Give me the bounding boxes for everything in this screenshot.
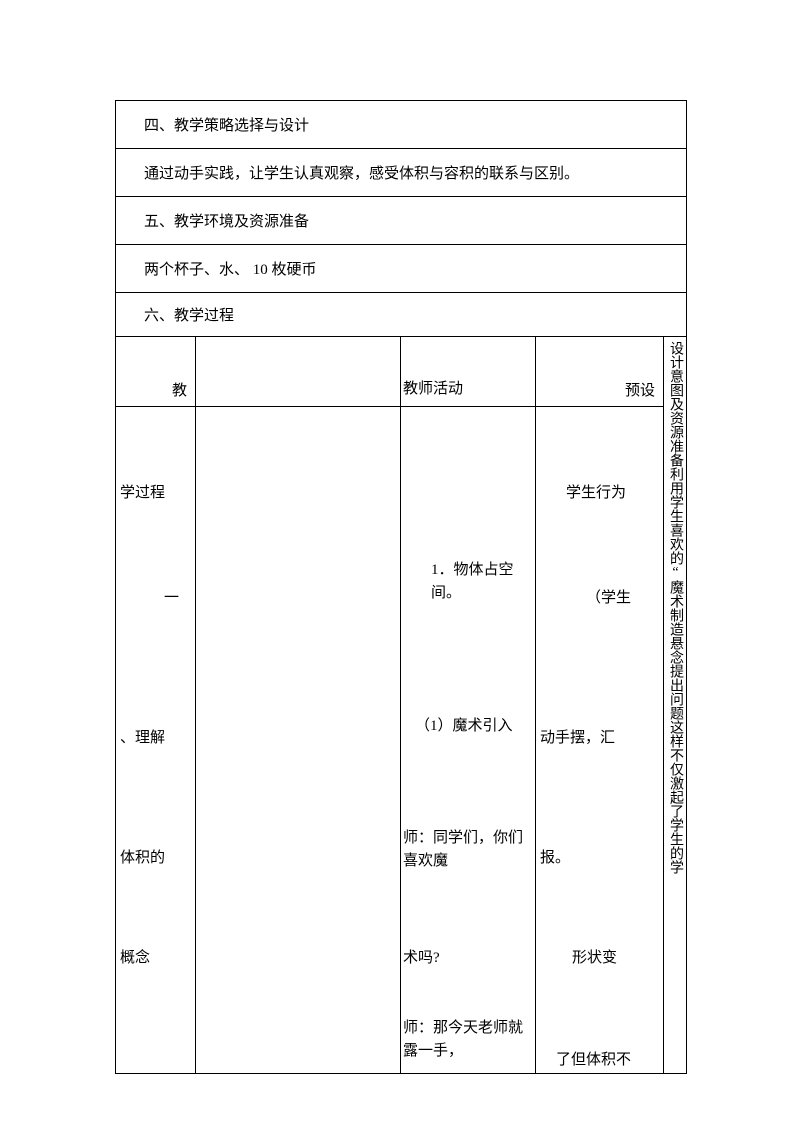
text: 四、教学策略选择与设计 — [144, 114, 309, 135]
text: 术吗? — [403, 950, 440, 966]
cell: 学过程 — [120, 482, 165, 505]
text: （1）魔术引入 — [415, 718, 513, 734]
section-strategy-title: 四、教学策略选择与设计 — [115, 100, 687, 148]
text: 报。 — [540, 850, 570, 866]
cell: 报。 — [540, 847, 570, 870]
text: 预设 — [625, 379, 655, 400]
cell: 1．物体占空间。 — [431, 559, 531, 604]
column-process: 教 学过程 一 、理解 体积的 概念 — [116, 337, 196, 1073]
text: 师：那今天老师就露一手， — [403, 1020, 523, 1059]
header-cell — [196, 337, 400, 407]
text: 、理解 — [120, 730, 165, 746]
cell: 体积的 — [120, 847, 165, 870]
header-cell: 教师活动 — [401, 337, 535, 407]
text: 动手摆，汇 — [540, 730, 615, 746]
cell: 师：那今天老师就露一手， — [403, 1017, 533, 1062]
cell: 概念 — [120, 947, 150, 970]
header-cell: 教 — [116, 337, 195, 407]
cell: 术吗? — [403, 947, 440, 970]
column-teacher: 教师活动 1．物体占空间。 （1）魔术引入 师：同学们，你们喜欢魔 术吗? 师：… — [401, 337, 536, 1073]
column-empty — [196, 337, 401, 1073]
section-env-content: 两个杯子、水、 10 枚硬币 — [115, 244, 687, 292]
cell: 学生行为 — [566, 482, 626, 505]
text: 形状变 — [572, 950, 617, 966]
text: 了但体积不 — [556, 1052, 631, 1068]
column-preset: 预设 学生行为 （学生 动手摆，汇 报。 形状变 了但体积不 — [536, 337, 664, 1073]
vertical-text: 设计意图及资源准备利用学生喜欢的“魔术制造悬念提出问题这样不仅激起了学生的学 — [664, 337, 686, 1073]
text: 学过程 — [120, 485, 165, 501]
section-env-title: 五、教学环境及资源准备 — [115, 196, 687, 244]
cell: （学生 — [586, 587, 631, 610]
text: 1．物体占空间。 — [431, 562, 514, 601]
text: 师：同学们，你们喜欢魔 — [403, 830, 523, 869]
text: 两个杯子、水、 10 枚硬币 — [144, 258, 317, 279]
text: 教 — [172, 379, 187, 400]
cell: 一 — [164, 587, 179, 610]
cell: 师：同学们，你们喜欢魔 — [403, 827, 533, 872]
text: 五、教学环境及资源准备 — [144, 210, 309, 231]
text: 体积的 — [120, 850, 165, 866]
cell: （1）魔术引入 — [415, 715, 535, 738]
cell: 、理解 — [120, 727, 165, 750]
column-design-intent: 设计意图及资源准备利用学生喜欢的“魔术制造悬念提出问题这样不仅激起了学生的学 — [664, 337, 686, 1073]
text: 通过动手实践，让学生认真观察，感受体积与容积的联系与区别。 — [144, 162, 579, 183]
section-strategy-content: 通过动手实践，让学生认真观察，感受体积与容积的联系与区别。 — [115, 148, 687, 196]
text: 学生行为 — [566, 485, 626, 501]
header-cell: 预设 — [536, 337, 663, 407]
process-table: 教 学过程 一 、理解 体积的 概念 教师活动 1．物体占空间。 （1）魔术引入… — [115, 336, 687, 1074]
text: （学生 — [586, 590, 631, 606]
document-page: 四、教学策略选择与设计 通过动手实践，让学生认真观察，感受体积与容积的联系与区别… — [115, 100, 687, 1074]
cell: 形状变 — [572, 947, 617, 970]
section-process-title: 六、教学过程 — [115, 292, 687, 336]
text: 概念 — [120, 950, 150, 966]
cell: 动手摆，汇 — [540, 727, 615, 750]
text: 一 — [164, 590, 179, 606]
cell: 了但体积不 — [556, 1049, 631, 1072]
text: 教师活动 — [403, 379, 463, 400]
text: 六、教学过程 — [144, 304, 234, 325]
